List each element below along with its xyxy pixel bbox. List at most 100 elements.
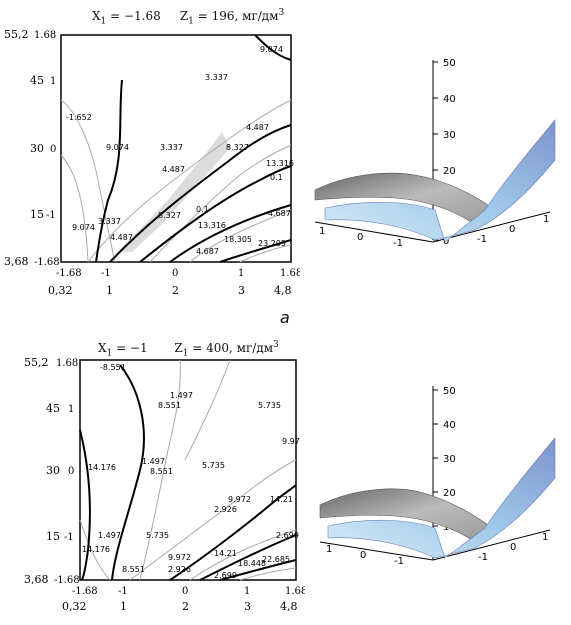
surface-plot-a: 50 40 30 20 10 0 1 0 -1 -1 0 1	[314, 58, 556, 249]
contour-label: 1.497	[170, 391, 193, 400]
x-natural-tick: 3	[238, 284, 245, 297]
y-natural-tick: 55,2	[4, 28, 29, 41]
contour-label: 8.551	[158, 401, 181, 410]
panel-a: X1 = −1.68 Z1 = 196, мг/дм3 9.074	[0, 0, 571, 327]
y-tick: -1	[478, 552, 488, 563]
contour-label: 5.735	[146, 531, 169, 540]
x-natural-tick: 2	[182, 600, 189, 613]
contour-label: 8.551	[150, 467, 173, 476]
contour-label: 3.337	[205, 73, 228, 82]
x-coded-tick: 0	[182, 586, 188, 597]
contour-label: -8.551	[100, 363, 126, 372]
panel-caption-a: а	[280, 308, 290, 327]
x-coded-tick: 1	[244, 586, 250, 597]
x-tick: -1	[394, 556, 404, 567]
x-tick: 0	[357, 232, 363, 243]
contour-label: -4.687	[265, 209, 291, 218]
y-coded-tick: 0	[68, 466, 74, 477]
contour-label: 2.699	[276, 531, 299, 540]
x-natural-tick: 2	[172, 284, 179, 297]
panel-b-header: X1 = −1 Z1 = 400, мг/дм3	[98, 340, 279, 359]
contour-label: 4.487	[110, 233, 133, 242]
x-coded-tick: 0	[172, 268, 178, 279]
contour-label: 9.074	[260, 45, 283, 54]
contour-label: 5.735	[202, 461, 225, 470]
surface-plot-b: 50 40 30 20 10 1 0 -1 -1 0 1	[319, 386, 556, 567]
x-natural-tick: 4,8	[280, 600, 298, 613]
y-natural-tick: 30	[30, 142, 44, 155]
contour-label: 22.685	[262, 555, 290, 564]
contour-label: 8.327	[226, 143, 249, 152]
x-tick: -1	[393, 238, 403, 249]
x-coded-tick: 1.68	[280, 268, 300, 279]
y-coded-tick: 1.68	[34, 30, 56, 41]
x-coded-tick: -1	[101, 268, 111, 279]
contour-label: 14.176	[88, 463, 116, 472]
contour-label: 2.699	[214, 571, 237, 580]
contour-label: 18.448	[238, 559, 266, 568]
y-natural-tick: 30	[46, 464, 60, 477]
z-tick: 20	[443, 166, 456, 177]
y-coded-tick: -1	[46, 210, 56, 221]
x-coded-tick: -1	[118, 586, 128, 597]
z-tick: 40	[443, 94, 456, 105]
y-natural-tick: 15	[46, 530, 60, 543]
contour-label: 0.1	[196, 205, 209, 214]
contour-label: 1.497	[98, 531, 121, 540]
z-tick: 20	[443, 488, 456, 499]
contour-plot-a: 9.074 3.337 -1.652 4.487 9.074 3.337 4.4…	[4, 28, 300, 297]
x-natural-tick: 1	[106, 284, 113, 297]
contour-label: 2.926	[168, 565, 191, 574]
x-coded-tick: -1.68	[56, 268, 82, 279]
contour-label: 4.687	[196, 247, 219, 256]
y-coded-tick: -1.68	[54, 575, 80, 586]
y-coded-tick: 1	[68, 404, 74, 415]
y-natural-tick: 45	[46, 402, 60, 415]
contour-label: 9.972	[228, 495, 251, 504]
contour-label: 13.316	[198, 221, 226, 230]
y-coded-tick: -1.68	[34, 257, 60, 268]
x-natural-tick: 4,8	[274, 284, 292, 297]
z-tick: 30	[443, 130, 456, 141]
z-tick: 0	[443, 236, 449, 247]
contour-label: 1.497	[142, 457, 165, 466]
contour-label: 3.337	[160, 143, 183, 152]
z-tick: 40	[443, 420, 456, 431]
contour-label: 14.21	[214, 549, 237, 558]
panel-a-header: X1 = −1.68 Z1 = 196, мг/дм3	[92, 8, 285, 27]
contour-label: 2.926	[214, 505, 237, 514]
y-natural-tick: 45	[30, 74, 44, 87]
contour-label: 9.074	[106, 143, 129, 152]
y-tick: 1	[543, 214, 549, 225]
contour-plot-b: -8.551 1.497 8.551 5.735 9.97 14.176 1.4…	[24, 356, 305, 613]
contour-label: 14.21	[270, 495, 293, 504]
contour-label: 14.176	[82, 545, 110, 554]
y-tick: 0	[510, 542, 516, 553]
contour-label: 9.972	[168, 553, 191, 562]
z-tick: 30	[443, 454, 456, 465]
x-natural-tick: 0,32	[48, 284, 73, 297]
contour-label: 8.327	[158, 211, 181, 220]
shaded-region	[118, 132, 230, 252]
x-tick: 0	[360, 550, 366, 561]
contour-label: 4.487	[162, 165, 185, 174]
z-tick: 50	[443, 386, 456, 397]
x-natural-tick: 0,32	[62, 600, 87, 613]
panel-b: X1 = −1 Z1 = 400, мг/дм3 -8.551 1.497 8	[0, 320, 571, 625]
contour-label: 13.316	[266, 159, 294, 168]
contour-label: 0.1	[270, 173, 283, 182]
contour-label: 18.305	[224, 235, 252, 244]
z-tick: 50	[443, 58, 456, 69]
contour-label: 9.074	[72, 223, 95, 232]
y-natural-tick: 55,2	[24, 356, 49, 369]
y-natural-tick: 3,68	[4, 255, 29, 268]
x-coded-tick: -1.68	[72, 586, 98, 597]
x-natural-tick: 1	[120, 600, 127, 613]
contour-label: 9.97	[282, 437, 300, 446]
y-coded-tick: 1	[50, 76, 56, 87]
y-tick: 1	[542, 532, 548, 543]
x-natural-tick: 3	[244, 600, 251, 613]
y-coded-tick: 0	[50, 144, 56, 155]
x-tick: 1	[326, 544, 332, 555]
contour-label: 3.337	[98, 217, 121, 226]
